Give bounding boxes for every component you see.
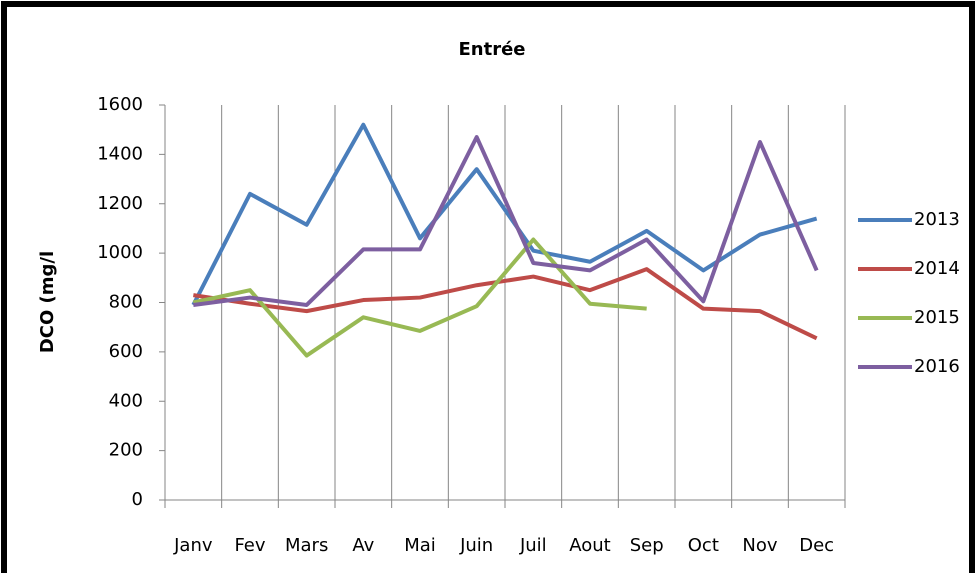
chart-title: Entrée <box>458 39 525 60</box>
x-tick-label: Mai <box>404 535 436 556</box>
y-tick-label: 1400 <box>97 143 143 164</box>
legend-label: 2016 <box>914 356 960 377</box>
y-tick-label: 200 <box>109 440 143 461</box>
y-tick-label: 600 <box>109 341 143 362</box>
y-tick-label: 1600 <box>97 94 143 115</box>
series-line <box>191 122 818 306</box>
x-tick-label: Aout <box>569 535 610 556</box>
x-tick-label: Fev <box>234 535 265 556</box>
y-tick-label: 800 <box>109 292 143 313</box>
legend-label: 2014 <box>914 258 960 279</box>
x-tick-label: Oct <box>688 535 719 556</box>
y-tick-label: 1200 <box>97 193 143 214</box>
x-tick-label: Mars <box>285 535 328 556</box>
series-line <box>192 237 647 358</box>
x-tick-label: Juin <box>459 535 493 556</box>
y-axis-label: DCO (mg/l <box>37 251 58 353</box>
legend-label: 2015 <box>914 307 960 328</box>
series-line <box>193 267 818 341</box>
x-tick-label: Nov <box>742 535 777 556</box>
x-tick-label: Juil <box>519 535 547 556</box>
series-line <box>193 135 819 307</box>
y-tick-label: 400 <box>109 390 143 411</box>
y-tick-label: 0 <box>132 489 143 510</box>
legend-label: 2013 <box>914 209 960 230</box>
y-tick-label: 1000 <box>97 242 143 263</box>
x-tick-label: Dec <box>799 535 834 556</box>
x-tick-label: Sep <box>630 535 664 556</box>
x-tick-label: Janv <box>173 535 213 556</box>
x-tick-label: Av <box>352 535 374 556</box>
